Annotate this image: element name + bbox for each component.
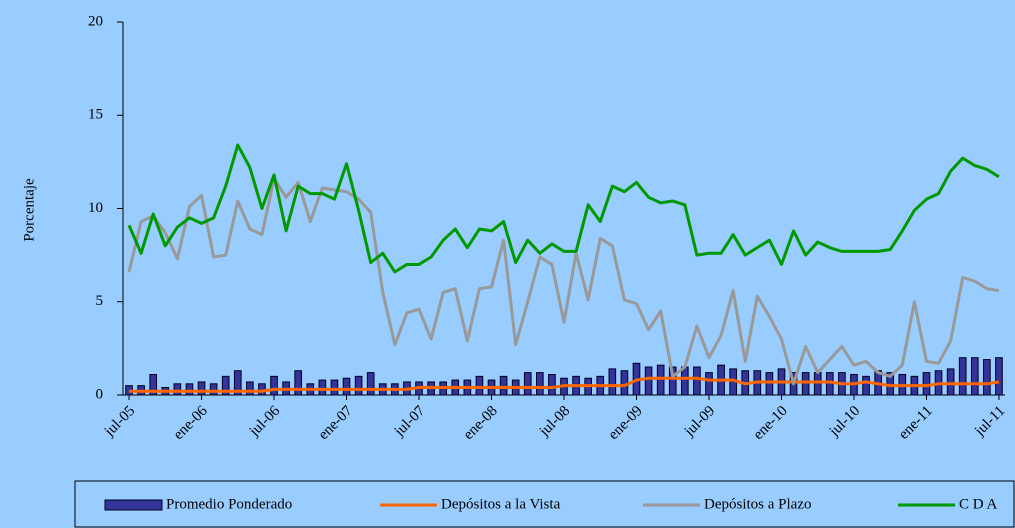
bar <box>366 372 375 396</box>
bar <box>354 375 363 396</box>
bar <box>342 377 351 396</box>
bar <box>173 383 182 396</box>
bar <box>705 372 713 396</box>
bar <box>197 381 206 396</box>
bar <box>536 372 544 396</box>
legend-box <box>74 480 1015 528</box>
bar <box>946 368 955 396</box>
bar <box>149 373 158 396</box>
bar <box>680 366 689 396</box>
bar <box>620 370 629 396</box>
y-tick-label: 20 <box>88 13 103 29</box>
bar <box>221 375 230 396</box>
bar <box>644 366 653 396</box>
bar <box>318 379 327 396</box>
legend-label: Depósitos a la Vista <box>441 496 561 512</box>
bar <box>233 370 242 396</box>
y-tick-label: 0 <box>96 386 104 402</box>
bar <box>668 366 677 396</box>
bar <box>548 373 556 396</box>
y-tick-label: 15 <box>88 107 103 123</box>
bar <box>270 375 278 396</box>
bar <box>656 364 665 396</box>
bar <box>970 357 979 396</box>
bar <box>801 372 810 396</box>
y-tick-label: 10 <box>88 200 103 216</box>
bar <box>246 381 254 396</box>
bar <box>693 366 701 396</box>
bar <box>209 383 218 396</box>
bar <box>523 372 532 396</box>
bar <box>330 379 339 396</box>
bar <box>294 370 303 396</box>
line-series <box>129 376 1000 393</box>
bar <box>185 383 194 396</box>
y-tick-label: 5 <box>96 293 104 309</box>
legend-label: C D A <box>959 496 998 512</box>
line-series <box>127 143 1000 274</box>
bar <box>499 375 508 396</box>
bar <box>813 372 822 396</box>
bar <box>475 375 484 396</box>
legend-label: Promedio Ponderado <box>166 496 292 512</box>
bar <box>958 357 967 396</box>
legend-label: Depósitos a Plazo <box>704 496 811 512</box>
legend-swatch <box>104 499 163 511</box>
bar <box>608 368 617 396</box>
bar <box>995 357 1003 396</box>
bar <box>862 375 870 396</box>
bar <box>983 359 991 396</box>
bar <box>765 372 774 396</box>
y-axis-label: Porcentaje <box>21 178 37 242</box>
